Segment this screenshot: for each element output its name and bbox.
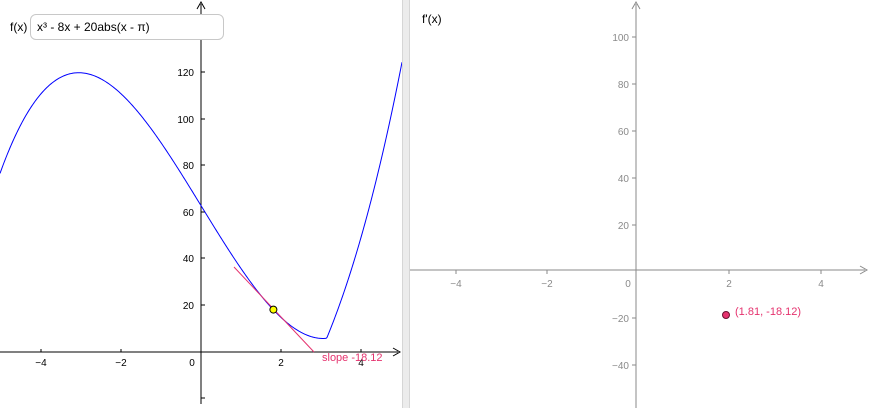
origin-label: 0 [189,358,195,369]
function-input-box[interactable]: f(x) [6,14,224,40]
x-tick-label: −4 [450,279,462,290]
right-graph-canvas[interactable]: −4 −2 0 2 4 100 80 60 40 20 −20 −40 (1.8… [410,0,869,408]
derivative-point-label: (1.81, -18.12) [735,306,801,318]
y-tick-label: 120 [177,68,194,79]
y-tick-label: 100 [612,33,629,44]
slope-label: slope -18.12 [322,352,383,364]
graphics-view-right[interactable]: −4 −2 0 2 4 100 80 60 40 20 −20 −40 (1.8… [410,0,869,408]
y-tick-label: 100 [177,115,194,126]
y-tick-label: 60 [183,208,195,219]
y-tick-label: 20 [183,301,195,312]
function-input[interactable] [30,14,224,40]
x-tick-label: 2 [726,279,732,290]
y-tick-label: −20 [612,314,629,325]
y-tick-label: −40 [612,361,629,372]
x-axis-arrow-icon [392,347,402,357]
y-tick-label: 40 [183,254,195,265]
function-curve[interactable] [0,62,402,339]
y-tick-label: 60 [618,127,630,138]
y-axis-arrow-icon [196,0,206,10]
x-tick-label: 4 [358,358,364,369]
y-tick-label: 40 [618,174,630,185]
function-name-label: f(x) [10,20,28,34]
origin-label: 0 [625,279,631,290]
view-divider[interactable] [402,0,410,408]
x-tick-label: −2 [115,358,127,369]
point-on-curve[interactable] [269,305,278,314]
x-axis-arrow-icon [859,265,869,275]
y-tick-label: 80 [183,161,195,172]
x-tick-label: −4 [35,358,47,369]
x-tick-label: 4 [818,279,824,290]
y-tick-label: 20 [618,221,630,232]
y-tick-label: 80 [618,80,630,91]
graphics-view-left[interactable]: −4 −2 0 2 4 20 40 60 80 100 120 slope -1… [0,0,402,408]
x-tick-label: 2 [278,358,284,369]
view-title: f'(x) [422,12,442,26]
x-tick-label: −2 [541,279,553,290]
derivative-point[interactable] [722,311,730,319]
y-axis-arrow-icon [631,0,641,10]
left-graph-canvas[interactable]: −4 −2 0 2 4 20 40 60 80 100 120 slope -1… [0,0,402,408]
